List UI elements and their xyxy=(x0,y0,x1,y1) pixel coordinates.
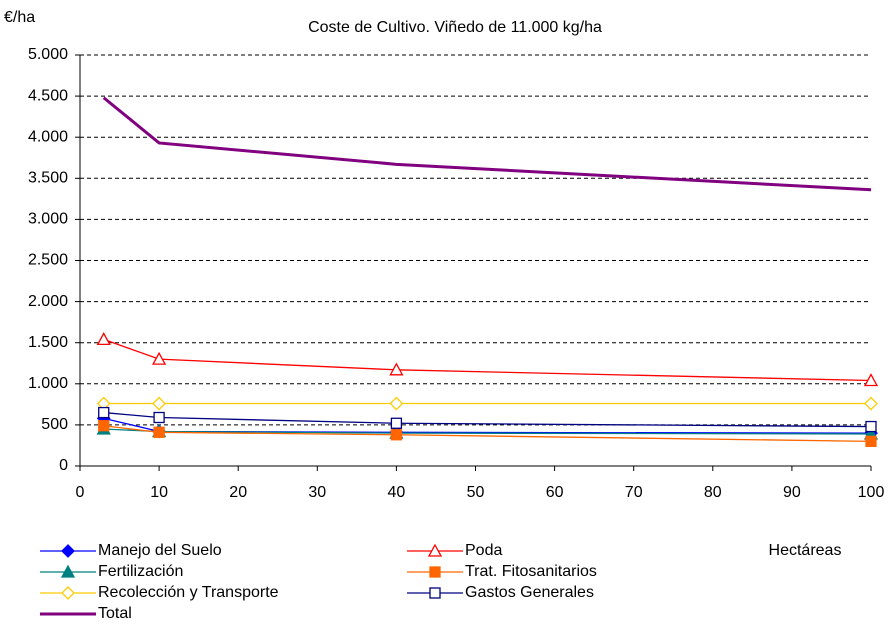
y-tick-label: 2.500 xyxy=(28,252,68,269)
y-tick-label: 1.500 xyxy=(28,334,68,351)
series-line xyxy=(103,338,872,382)
data-point xyxy=(865,420,877,433)
legend-label: Poda xyxy=(465,542,502,559)
legend-marker xyxy=(60,564,76,578)
x-tick-label: 0 xyxy=(76,484,85,501)
legend-label: Manejo del Suelo xyxy=(98,542,222,559)
data-point xyxy=(98,420,110,432)
legend-marker xyxy=(61,586,75,600)
x-tick-label: 100 xyxy=(858,484,885,501)
legend-marker xyxy=(429,587,441,599)
y-axis-label: €/ha xyxy=(4,9,35,26)
legend-label: Trat. Fitosanitarios xyxy=(465,563,597,580)
data-point xyxy=(152,396,167,411)
y-tick-label: 3.000 xyxy=(28,211,68,228)
x-axis-label: Hectáreas xyxy=(769,542,842,559)
legend-label: Fertilización xyxy=(98,563,183,580)
y-tick-label: 5.000 xyxy=(28,46,68,63)
series-line xyxy=(103,428,872,435)
x-tick-label: 80 xyxy=(704,484,722,501)
x-tick-label: 50 xyxy=(467,484,485,501)
data-point xyxy=(96,332,111,346)
data-point xyxy=(389,396,404,411)
y-tick-label: 0 xyxy=(59,457,68,474)
y-tick-label: 2.000 xyxy=(28,293,68,310)
data-point xyxy=(864,396,878,411)
data-point xyxy=(153,426,165,438)
x-tick-label: 40 xyxy=(388,484,406,501)
x-tick-label: 90 xyxy=(783,484,801,501)
x-tick-label: 70 xyxy=(625,484,643,501)
series-line xyxy=(103,411,872,428)
data-point xyxy=(153,411,165,424)
y-tick-label: 4.000 xyxy=(28,128,68,145)
y-tick-label: 3.500 xyxy=(28,170,68,187)
legend-marker xyxy=(61,544,75,558)
legend-marker xyxy=(427,543,443,557)
data-point xyxy=(390,417,403,429)
x-tick-label: 10 xyxy=(150,484,168,501)
legend-label: Gastos Generales xyxy=(465,584,594,601)
y-tick-label: 1.000 xyxy=(28,375,68,392)
series-line xyxy=(102,96,872,192)
data-point xyxy=(863,373,879,387)
data-point xyxy=(390,429,403,441)
x-tick-label: 60 xyxy=(546,484,564,501)
x-tick-label: 30 xyxy=(308,484,326,501)
series-line xyxy=(103,425,872,442)
legend-label: Recolección y Transporte xyxy=(98,584,279,601)
chart-title: Coste de Cultivo. Viñedo de 11.000 kg/ha xyxy=(308,19,602,36)
y-tick-label: 500 xyxy=(41,416,68,433)
data-point xyxy=(389,362,404,376)
y-tick-label: 4.500 xyxy=(28,87,68,104)
legend-marker xyxy=(429,566,441,578)
data-point xyxy=(865,435,877,447)
legend-label: Total xyxy=(98,605,132,622)
data-point xyxy=(98,406,110,419)
x-tick-label: 20 xyxy=(229,484,247,501)
data-point xyxy=(152,351,167,365)
